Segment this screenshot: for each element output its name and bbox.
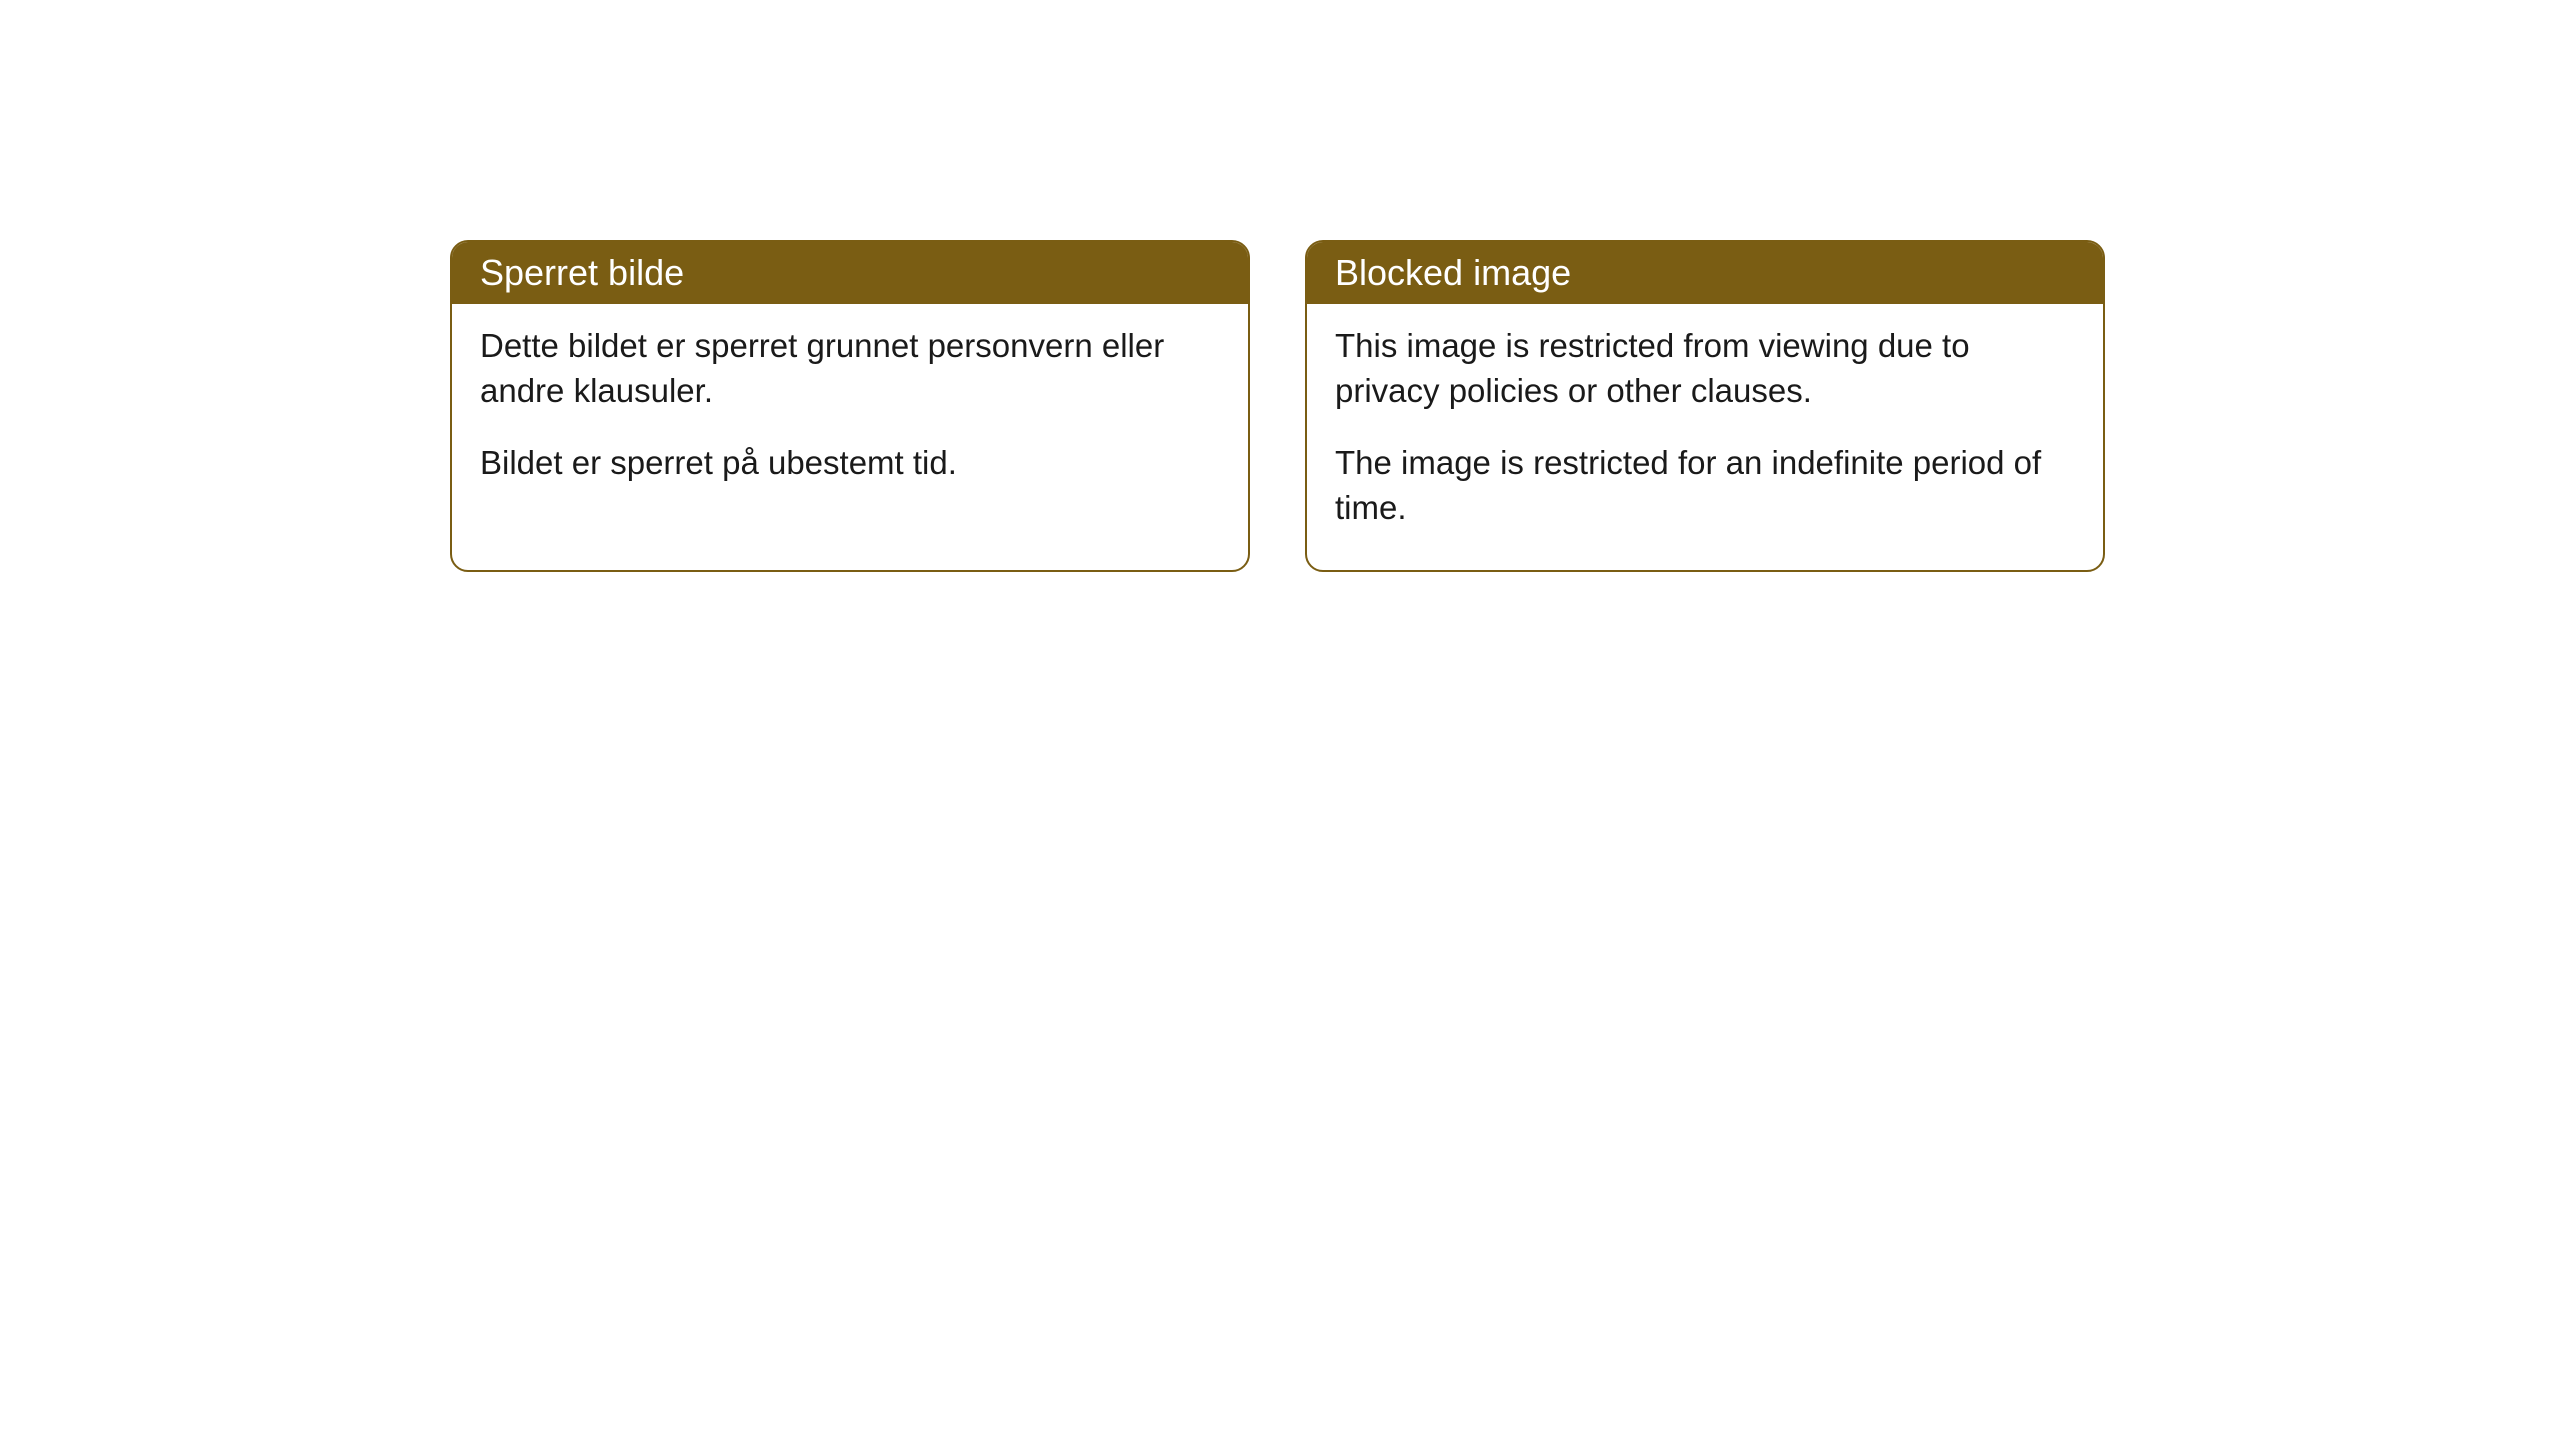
card-text-en-2: The image is restricted for an indefinit…	[1335, 441, 2075, 530]
card-header-en: Blocked image	[1307, 242, 2103, 304]
card-norwegian: Sperret bilde Dette bildet er sperret gr…	[450, 240, 1250, 572]
card-title-no: Sperret bilde	[480, 252, 684, 293]
card-body-en: This image is restricted from viewing du…	[1307, 304, 2103, 570]
card-title-en: Blocked image	[1335, 252, 1571, 293]
card-english: Blocked image This image is restricted f…	[1305, 240, 2105, 572]
card-text-no-1: Dette bildet er sperret grunnet personve…	[480, 324, 1220, 413]
cards-container: Sperret bilde Dette bildet er sperret gr…	[450, 240, 2560, 572]
card-text-no-2: Bildet er sperret på ubestemt tid.	[480, 441, 1220, 486]
card-header-no: Sperret bilde	[452, 242, 1248, 304]
card-text-en-1: This image is restricted from viewing du…	[1335, 324, 2075, 413]
card-body-no: Dette bildet er sperret grunnet personve…	[452, 304, 1248, 526]
